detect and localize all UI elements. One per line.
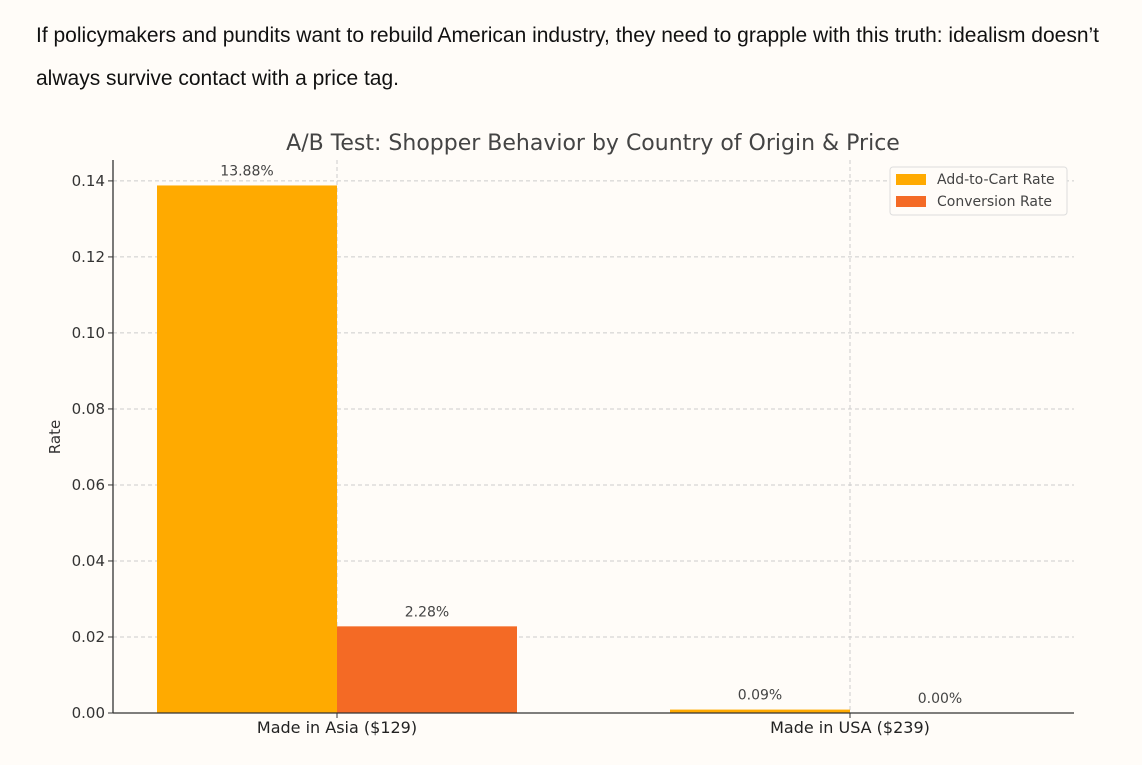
x-tick-label: Made in USA ($239) bbox=[770, 718, 930, 737]
legend-swatch-add-to-cart bbox=[896, 174, 926, 185]
axes: 0.00 0.02 0.04 0.06 0.08 0.10 0.12 0.14 Made in … bbox=[72, 160, 1074, 737]
legend-label-conversion: Conversion Rate bbox=[937, 194, 1052, 210]
legend: Add-to-Cart Rate Conversion Rate bbox=[889, 166, 1068, 216]
y-axis-label: Rate bbox=[46, 420, 64, 454]
bar-0-1 bbox=[670, 709, 850, 713]
y-tick-label: 0.08 bbox=[72, 400, 105, 418]
y-tick-label: 0.00 bbox=[72, 704, 105, 722]
y-tick-label: 0.02 bbox=[72, 628, 105, 646]
chart-title: A/B Test: Shopper Behavior by Country of… bbox=[286, 131, 900, 156]
bar-1-0 bbox=[337, 626, 517, 713]
y-tick-label: 0.10 bbox=[72, 324, 105, 342]
bar-data-label: 2.28% bbox=[405, 604, 449, 620]
y-tick-label: 0.12 bbox=[72, 248, 105, 266]
bar-0-0 bbox=[157, 185, 337, 713]
y-tick-label: 0.14 bbox=[72, 172, 105, 190]
legend-label-add-to-cart: Add-to-Cart Rate bbox=[937, 172, 1055, 188]
bar-data-label: 13.88% bbox=[220, 163, 273, 179]
x-tick-label: Made in Asia ($129) bbox=[257, 718, 417, 737]
article-paragraph: If policymakers and pundits want to rebu… bbox=[36, 24, 1100, 90]
bar-data-label: 0.00% bbox=[918, 691, 962, 707]
bars: 13.88% 0.09% 2.28% 0.00% bbox=[157, 163, 962, 713]
y-tick-label: 0.04 bbox=[72, 552, 105, 570]
bar-data-label: 0.09% bbox=[738, 688, 782, 704]
legend-swatch-conversion bbox=[896, 196, 926, 207]
y-tick-label: 0.06 bbox=[72, 476, 105, 494]
